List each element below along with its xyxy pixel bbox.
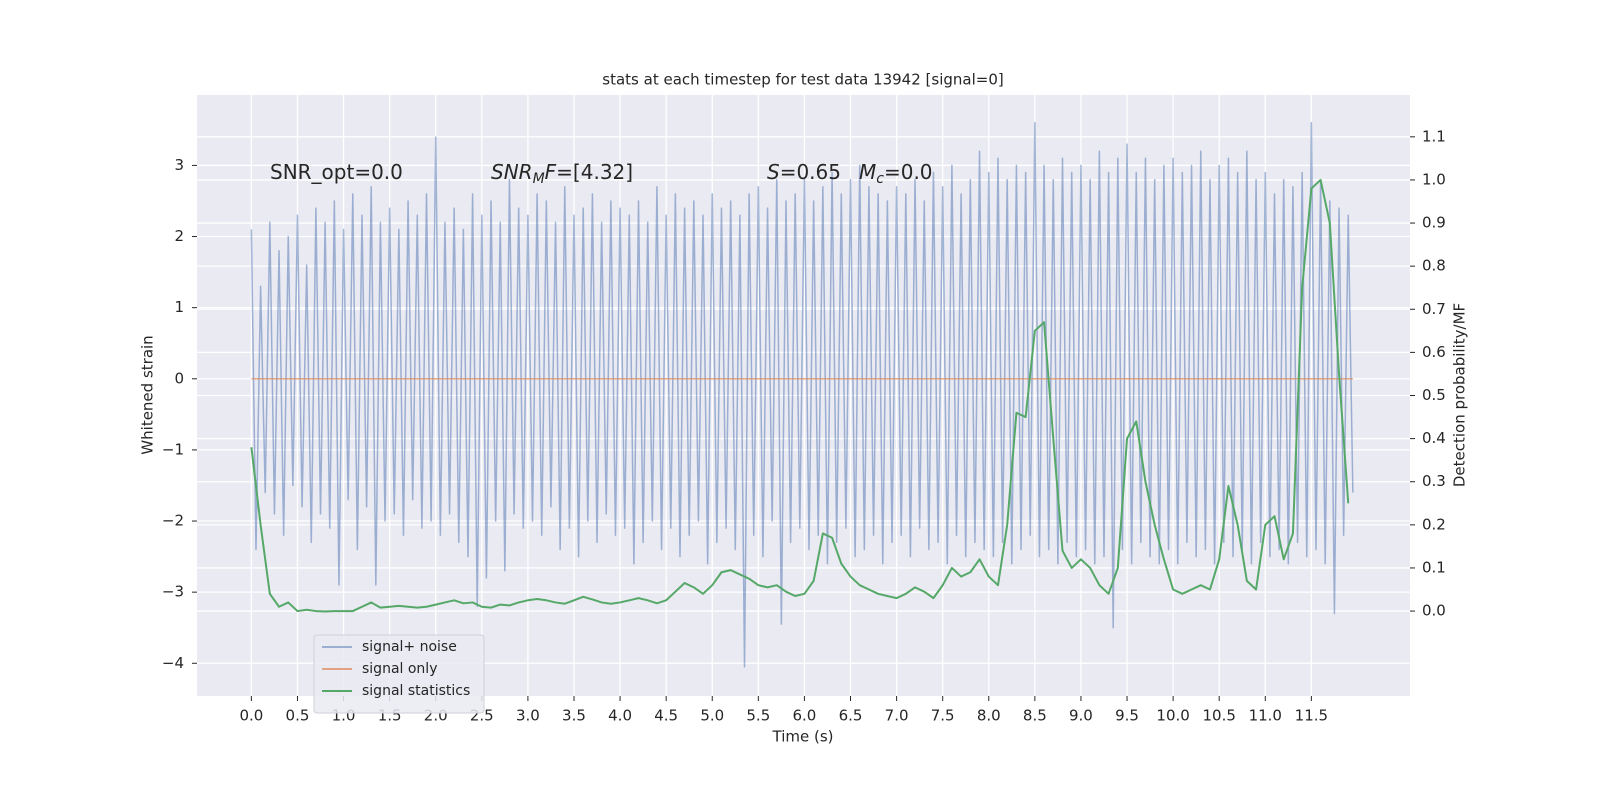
y-tick-label: −2	[162, 512, 184, 530]
x-tick-label: 5.0	[700, 707, 724, 725]
y2-tick-label: 1.0	[1422, 170, 1446, 188]
x-tick-label: 8.5	[1023, 707, 1047, 725]
chart-title: stats at each timestep for test data 139…	[602, 71, 1003, 89]
y-tick-label: 2	[174, 227, 184, 245]
annotation-part: S	[767, 160, 780, 184]
x-tick-label: 9.5	[1115, 707, 1139, 725]
y2-tick-label: 0.2	[1422, 515, 1446, 533]
annotation-part: =0.65	[780, 160, 841, 184]
annotation-part: F	[545, 160, 557, 184]
y-axis-label: Whitened strain	[139, 335, 157, 454]
x-tick-label: 5.5	[746, 707, 770, 725]
x-tick-label: 9.0	[1069, 707, 1093, 725]
y2-tick-label: 0.4	[1422, 429, 1446, 447]
series-line	[250, 178, 1350, 613]
annotation-part: SNR	[491, 160, 533, 184]
series-line	[250, 121, 1354, 668]
y-tick-label: 1	[174, 298, 184, 316]
y2-tick-label: 0.0	[1422, 602, 1446, 620]
x-tick-label: 10.5	[1202, 707, 1235, 725]
x-axis-label: Time (s)	[772, 728, 834, 746]
annotation: S=0.65	[767, 160, 841, 184]
y-tick-label: −3	[162, 583, 184, 601]
legend-label: signal statistics	[362, 683, 470, 699]
legend-label: signal+ noise	[362, 639, 457, 655]
x-tick-label: 11.5	[1295, 707, 1328, 725]
annotation: Mc=0.0	[859, 160, 933, 188]
annotation: SNRMF=[4.32]	[491, 160, 633, 188]
y2-tick-label: 0.3	[1422, 472, 1446, 490]
x-tick-label: 8.0	[977, 707, 1001, 725]
y2-tick-label: 0.6	[1422, 343, 1446, 361]
y-tick-label: −4	[162, 654, 184, 672]
y-tick-label: 0	[174, 369, 184, 387]
x-tick-label: 6.0	[792, 707, 816, 725]
y2-tick-label: 0.8	[1422, 257, 1446, 275]
y2-tick-label: 1.1	[1422, 127, 1446, 145]
y2-tick-label: 0.7	[1422, 300, 1446, 318]
y2-axis-label: Detection probability/MF	[1451, 303, 1469, 487]
y2-tick-label: 0.5	[1422, 386, 1446, 404]
legend-label: signal only	[362, 661, 437, 677]
annotation-part: M	[533, 171, 545, 187]
x-tick-label: 3.5	[562, 707, 586, 725]
legend-box	[313, 634, 485, 714]
y2-tick-label: 0.9	[1422, 214, 1446, 232]
y-tick-label: 3	[174, 156, 184, 174]
annotation-part: =0.0	[884, 160, 933, 184]
annotation-part: c	[876, 171, 884, 187]
x-tick-label: 4.5	[654, 707, 678, 725]
x-tick-label: 10.0	[1156, 707, 1189, 725]
x-tick-label: 7.0	[885, 707, 909, 725]
x-tick-label: 6.5	[839, 707, 863, 725]
x-tick-label: 0.5	[286, 707, 310, 725]
annotation-part: =[4.32]	[556, 160, 633, 184]
annotation-part: SNR_opt=0.0	[270, 160, 403, 184]
y2-tick-label: 0.1	[1422, 558, 1446, 576]
y-tick-label: −1	[162, 440, 184, 458]
x-tick-label: 7.5	[931, 707, 955, 725]
annotation: SNR_opt=0.0	[270, 160, 403, 184]
x-tick-label: 0.0	[239, 707, 263, 725]
annotation-part: M	[859, 160, 876, 184]
x-tick-label: 4.0	[608, 707, 632, 725]
x-tick-label: 11.0	[1249, 707, 1282, 725]
x-tick-label: 3.0	[516, 707, 540, 725]
